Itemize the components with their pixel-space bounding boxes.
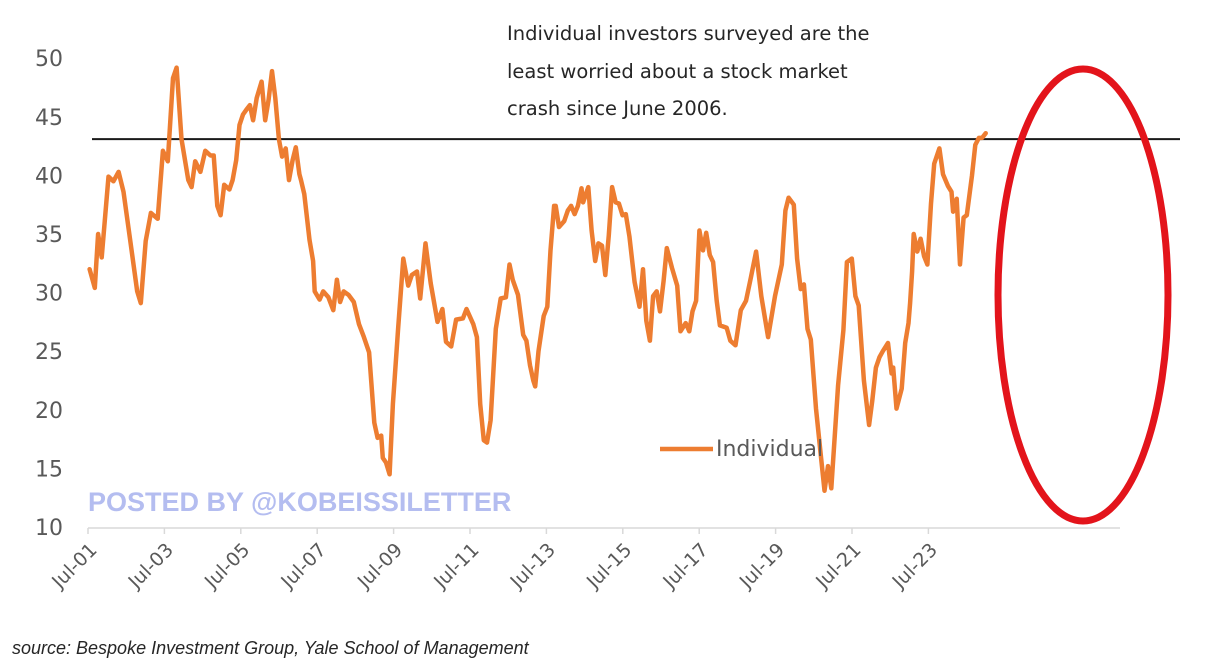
x-tick-label: Jul-15 bbox=[582, 539, 636, 593]
x-tick-label: Jul-13 bbox=[506, 539, 560, 593]
y-tick-label: 20 bbox=[35, 399, 63, 424]
y-axis: 10 15 20 25 30 35 40 45 50 bbox=[35, 47, 63, 541]
y-tick-label: 30 bbox=[35, 282, 63, 307]
y-tick-label: 50 bbox=[35, 47, 63, 72]
y-tick-label: 25 bbox=[35, 340, 63, 365]
highlight-ellipse bbox=[994, 65, 1172, 525]
x-tick-label: Jul-05 bbox=[200, 539, 254, 593]
y-tick-label: 35 bbox=[35, 223, 63, 248]
x-tick-label: Jul-11 bbox=[429, 539, 483, 593]
annotation-line-2: least worried about a stock market bbox=[507, 60, 848, 83]
watermark: POSTED BY @KOBEISSILETTER bbox=[88, 487, 511, 517]
x-tick-label: Jul-17 bbox=[658, 539, 712, 593]
annotation-text: Individual investors surveyed are the le… bbox=[507, 22, 870, 120]
x-tick-label: Jul-07 bbox=[276, 539, 330, 593]
series-line-individual bbox=[87, 65, 988, 493]
legend: Individual bbox=[660, 437, 823, 462]
source-note: source: Bespoke Investment Group, Yale S… bbox=[12, 638, 530, 658]
y-tick-label: 40 bbox=[35, 164, 63, 189]
x-tick-label: Jul-01 bbox=[47, 539, 101, 593]
x-tick-label: Jul-09 bbox=[353, 539, 407, 593]
x-axis: Jul-01 Jul-03 Jul-05 Jul-07 Jul-09 Jul-11 Jul-… bbox=[47, 527, 1120, 593]
annotation-line-1: Individual investors surveyed are the bbox=[507, 22, 870, 45]
annotation-line-3: crash since June 2006. bbox=[507, 97, 728, 120]
x-tick-label: Jul-03 bbox=[124, 539, 178, 593]
y-tick-label: 15 bbox=[35, 457, 63, 482]
y-tick-label: 10 bbox=[35, 516, 63, 541]
y-tick-label: 45 bbox=[35, 106, 63, 131]
x-tick-label: Jul-21 bbox=[811, 539, 865, 593]
x-tick-label: Jul-23 bbox=[888, 539, 942, 593]
legend-label-individual: Individual bbox=[716, 437, 823, 462]
x-tick-label: Jul-19 bbox=[735, 539, 789, 593]
